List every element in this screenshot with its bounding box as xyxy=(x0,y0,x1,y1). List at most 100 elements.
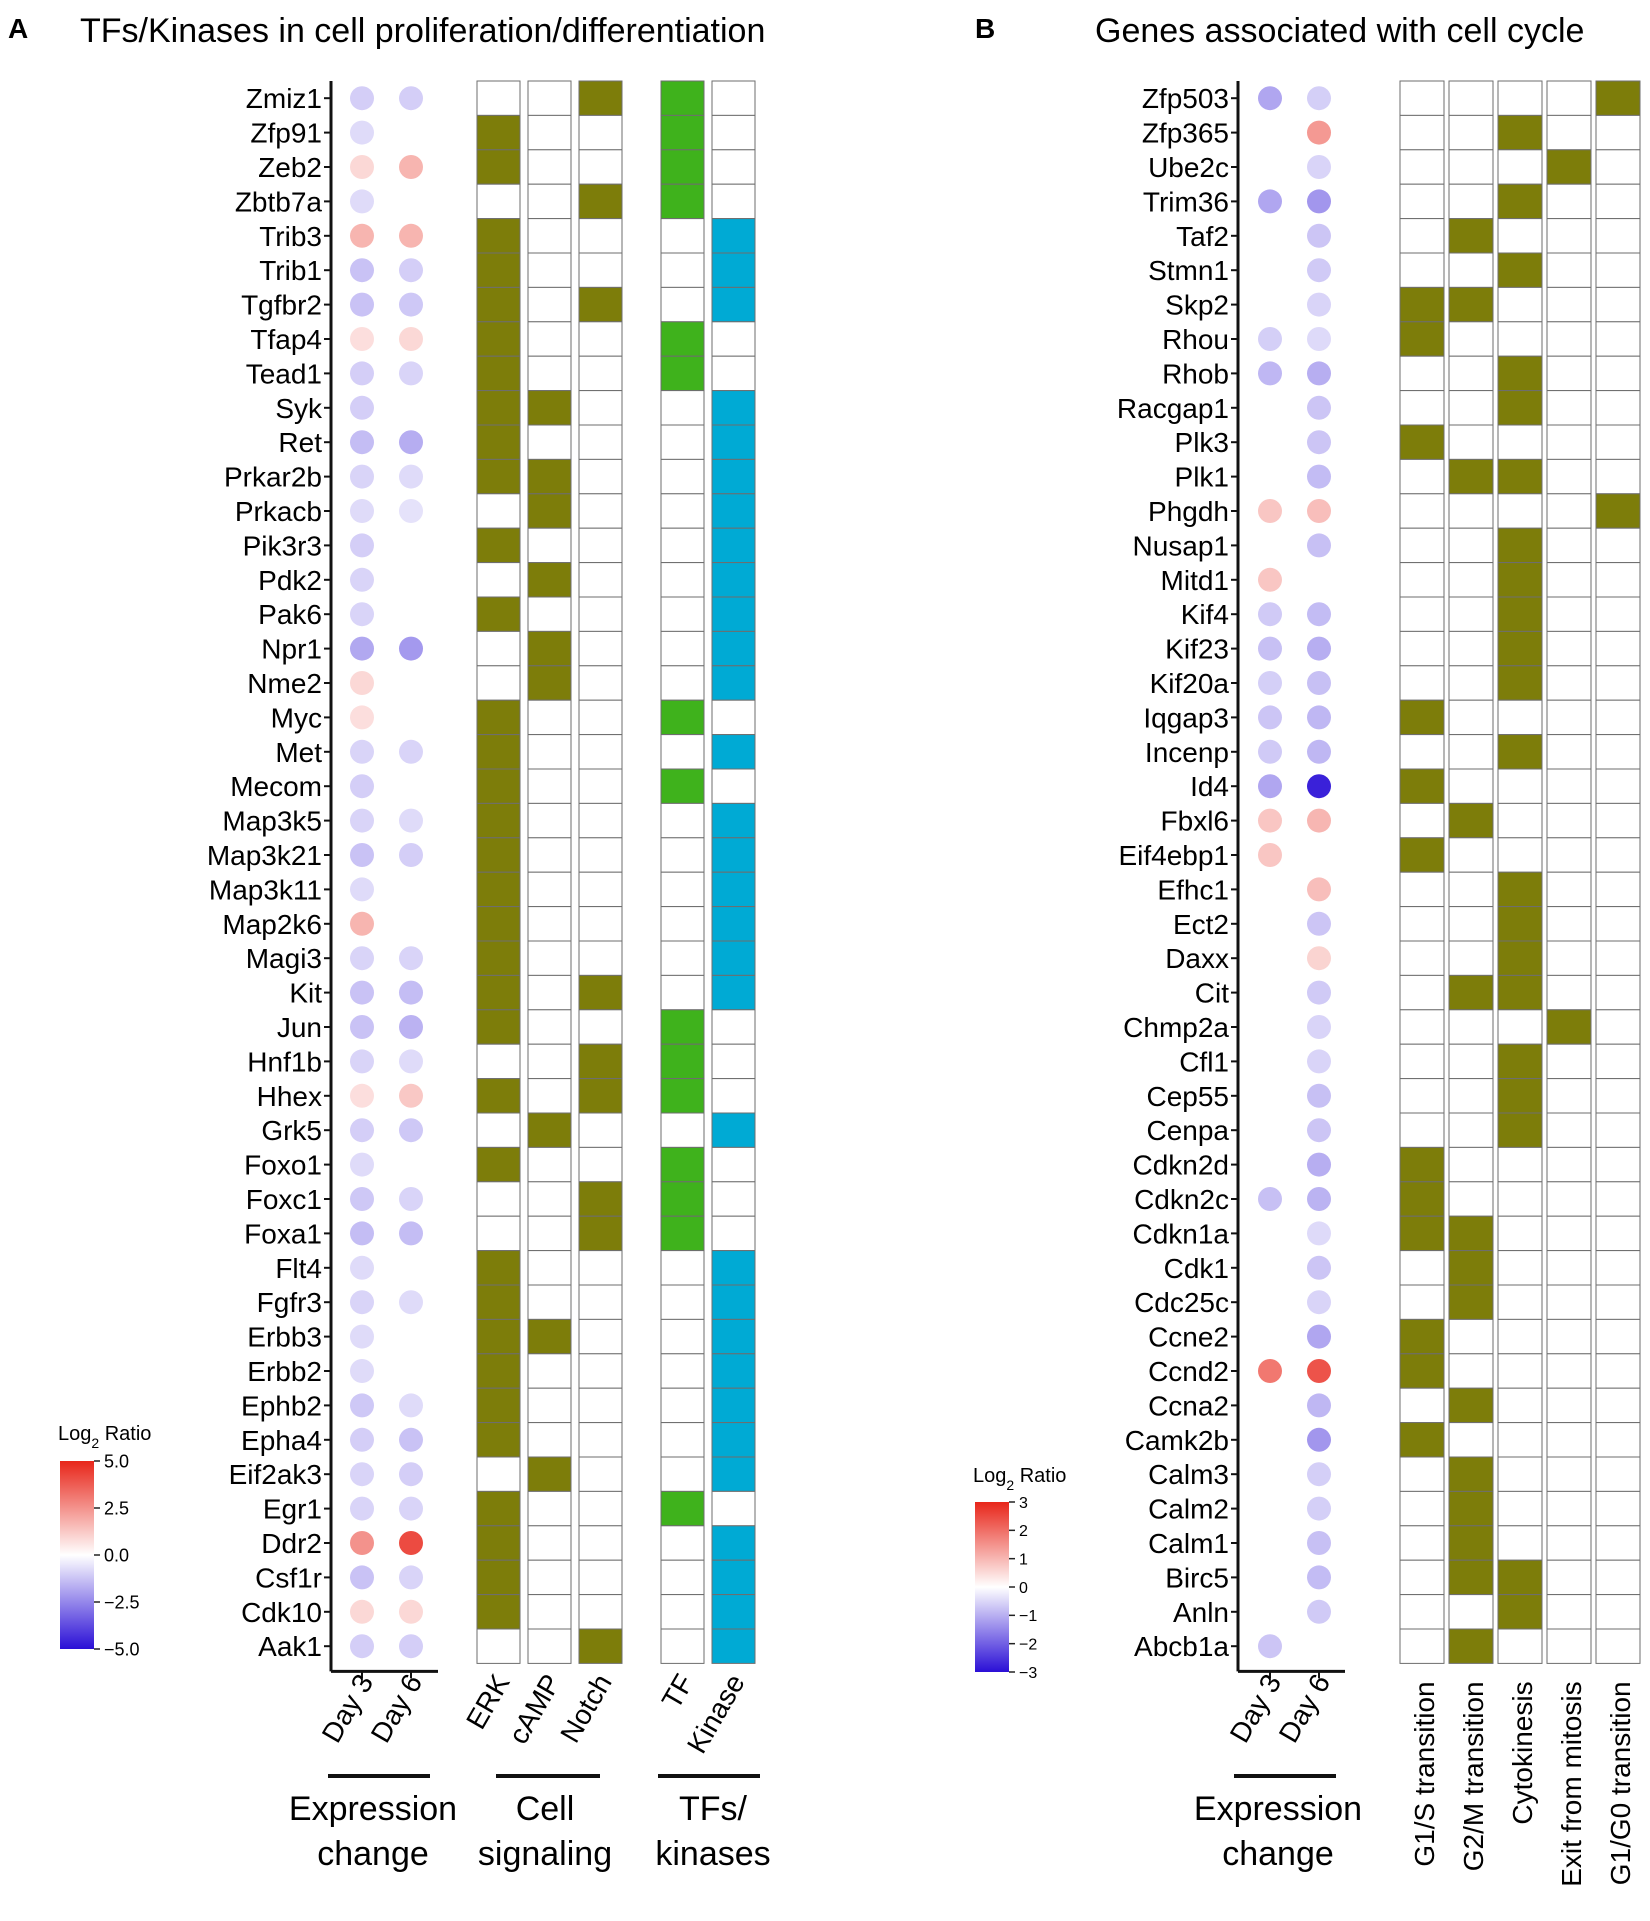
tile-empty xyxy=(527,596,572,632)
tile-empty xyxy=(1595,424,1641,460)
tile-filled xyxy=(1448,974,1494,1011)
tile-filled xyxy=(476,699,521,736)
tile-filled xyxy=(1448,802,1494,839)
tile-filled xyxy=(1595,80,1641,116)
tile-filled xyxy=(1448,286,1494,323)
gene-label: Map2k6 xyxy=(222,909,322,940)
tile-empty xyxy=(660,286,705,323)
expression-dot xyxy=(350,808,374,833)
tile-filled xyxy=(476,252,521,288)
expression-dot xyxy=(1307,636,1331,661)
gene-label: Mitd1 xyxy=(1161,565,1229,596)
tile-filled xyxy=(1497,630,1543,667)
tile-empty xyxy=(578,837,623,873)
gene-label: Abcb1a xyxy=(1134,1631,1229,1662)
tile-empty xyxy=(1497,802,1543,839)
tile-empty xyxy=(527,699,572,736)
tile-filled xyxy=(1399,424,1445,460)
tile-filled xyxy=(711,1318,756,1355)
tile-empty xyxy=(1497,1422,1543,1458)
gene-label: Pik3r3 xyxy=(243,530,322,561)
tile-empty xyxy=(660,252,705,288)
expression-dot xyxy=(350,671,374,695)
tile-empty xyxy=(1546,252,1592,288)
tile-column-label: Cytokinesis xyxy=(1507,1681,1538,1824)
expression-dot xyxy=(399,1634,423,1659)
expression-dot xyxy=(1307,1324,1331,1349)
tile-filled xyxy=(660,1078,705,1114)
tile-filled xyxy=(527,665,572,701)
tile-column-label: Exit from mitosis xyxy=(1556,1681,1587,1886)
tile-filled xyxy=(711,906,756,942)
tile-empty xyxy=(527,1215,572,1252)
tile-filled xyxy=(1497,940,1543,976)
tile-empty xyxy=(1399,906,1445,942)
tile-filled xyxy=(711,940,756,976)
tile-filled xyxy=(660,321,705,357)
tile-filled xyxy=(1399,1146,1445,1183)
expression-dot xyxy=(1307,911,1331,936)
tile-empty xyxy=(1448,252,1494,288)
tile-empty xyxy=(1497,1456,1543,1492)
expression-dot xyxy=(399,1599,423,1624)
gene-label: Foxo1 xyxy=(244,1150,322,1181)
tile-filled xyxy=(1497,665,1543,701)
tile-empty xyxy=(527,1078,572,1114)
tile-empty xyxy=(578,802,623,839)
gene-label: Phgdh xyxy=(1148,496,1229,527)
tile-empty xyxy=(1497,1490,1543,1527)
tile-empty xyxy=(1399,940,1445,976)
gene-label: Id4 xyxy=(1190,771,1229,802)
tile-empty xyxy=(527,1525,572,1561)
expression-dot xyxy=(1307,739,1331,764)
expression-dot xyxy=(1307,808,1331,833)
tile-empty xyxy=(1546,906,1592,942)
tile-empty xyxy=(1546,665,1592,701)
legend-tick-label: 5.0 xyxy=(104,1451,129,1471)
tile-column-label: Notch xyxy=(554,1669,617,1748)
expression-dot xyxy=(1258,499,1282,523)
gene-label: Tgfbr2 xyxy=(241,290,322,321)
gene-label: Grk5 xyxy=(261,1115,322,1146)
expression-dot xyxy=(350,946,374,971)
gene-label: Tead1 xyxy=(246,358,322,389)
tile-empty xyxy=(1546,424,1592,460)
gene-label: Efhc1 xyxy=(1157,874,1229,905)
tile-empty xyxy=(1595,1559,1641,1596)
tile-filled xyxy=(527,562,572,598)
expression-dot xyxy=(1307,464,1331,489)
tile-filled xyxy=(476,286,521,323)
expression-dot xyxy=(399,1531,423,1555)
gene-label: Map3k21 xyxy=(207,840,322,871)
expression-dot xyxy=(1258,1634,1282,1659)
tile-filled xyxy=(711,458,756,495)
tile-empty xyxy=(527,1146,572,1183)
tile-filled xyxy=(476,390,521,426)
tile-filled xyxy=(711,1112,756,1148)
tile-empty xyxy=(1448,562,1494,598)
tile-empty xyxy=(1595,734,1641,770)
gene-label: Skp2 xyxy=(1165,290,1229,321)
tile-empty xyxy=(1497,1525,1543,1561)
panel-a-tfkinase-title-line1: TFs/ xyxy=(679,1790,748,1828)
expression-dot xyxy=(399,1565,423,1590)
tile-empty xyxy=(1448,80,1494,116)
tile-empty xyxy=(1399,1284,1445,1320)
tile-empty xyxy=(527,1043,572,1080)
tile-empty xyxy=(527,286,572,323)
tile-empty xyxy=(660,1594,705,1630)
tile-filled xyxy=(578,286,623,323)
expression-dot xyxy=(399,1393,423,1418)
tile-empty xyxy=(527,1628,572,1664)
tile-empty xyxy=(711,114,756,151)
tile-filled xyxy=(578,1043,623,1080)
expression-dot xyxy=(1258,739,1282,764)
gene-label: Calm2 xyxy=(1148,1494,1229,1525)
expression-dot xyxy=(350,120,374,145)
tile-empty xyxy=(1546,699,1592,736)
expression-dot xyxy=(350,980,374,1005)
tile-empty xyxy=(1546,1284,1592,1320)
tile-empty xyxy=(1497,768,1543,804)
tile-empty xyxy=(1546,734,1592,770)
